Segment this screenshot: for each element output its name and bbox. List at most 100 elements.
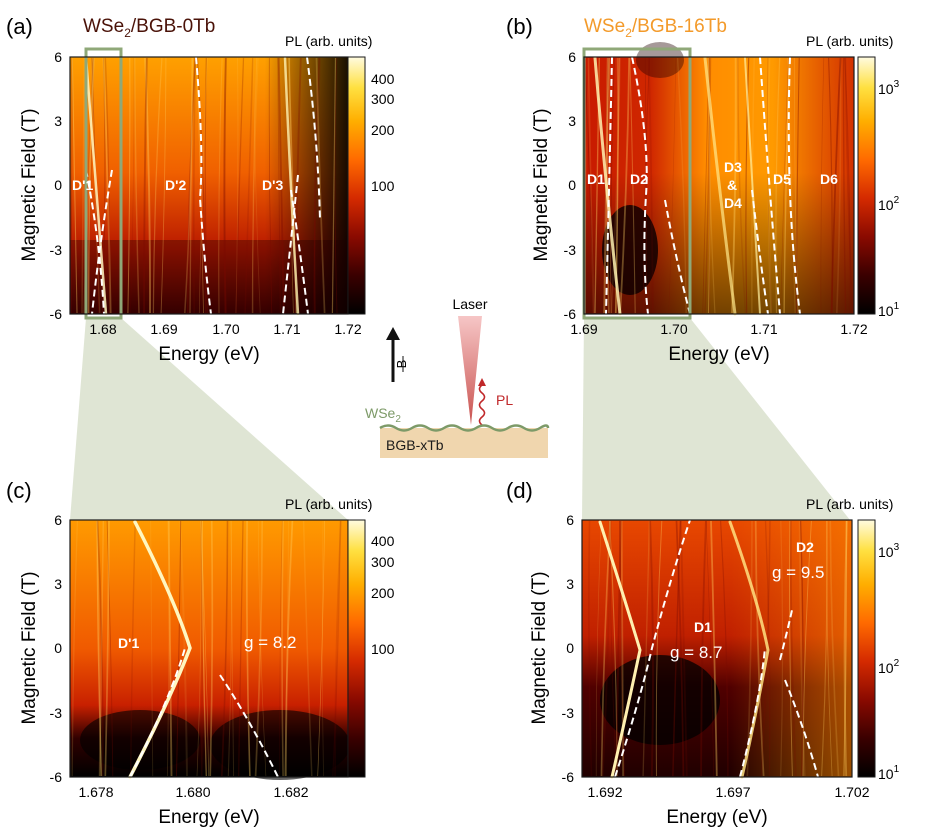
svg-text:1.680: 1.680 [175, 784, 210, 800]
fit-line-d-d1-down [739, 647, 766, 778]
heatmap-streak [334, 57, 338, 314]
svg-text:-3: -3 [564, 242, 577, 258]
heatmap-streak [70, 57, 73, 314]
heatmap-streak [209, 520, 214, 777]
heatmap-streak [279, 520, 283, 777]
panel-c-streaks [71, 520, 342, 777]
xlabel-d: Energy (eV) [666, 807, 767, 828]
heatmap-streak [731, 57, 739, 314]
panel-b-title: WSe2/BGB-16Tb [584, 16, 727, 40]
xticks-d: 1.692 1.697 1.702 [587, 784, 869, 800]
heatmap-streak [281, 520, 284, 777]
heatmap-streak [302, 520, 313, 777]
ann-b-d6: D6 [820, 171, 838, 187]
heatmap-streak [252, 57, 258, 314]
heatmap-streak [221, 520, 229, 777]
xlabel-b: Energy (eV) [668, 344, 769, 365]
heatmap-streak [230, 520, 234, 777]
svg-text:1.68: 1.68 [89, 321, 116, 337]
heatmap-streak [144, 57, 151, 314]
heatmap-streak [200, 520, 203, 777]
ann-a-d1: D'1 [72, 177, 93, 193]
heatmap-streak [619, 57, 630, 314]
wse2-layer [379, 424, 550, 432]
svg-text:-3: -3 [562, 705, 575, 721]
laser-label: Laser [452, 296, 487, 312]
panel-a-heatmap [70, 57, 348, 314]
heatmap-streak [133, 57, 140, 314]
svg-text:6: 6 [566, 512, 574, 528]
heatmap-streak [167, 520, 173, 777]
svg-text:-6: -6 [50, 306, 63, 322]
heatmap-streak [643, 57, 650, 314]
xticks-a: 1.68 1.69 1.70 1.71 1.72 [89, 321, 361, 337]
ann-b-amp: & [727, 177, 737, 193]
heatmap-streak [129, 57, 135, 314]
heatmap-streak [844, 57, 854, 314]
heatmap-streak [647, 57, 654, 314]
heatmap-streak [257, 520, 267, 777]
heatmap-streak [284, 520, 289, 777]
bright-lines [84, 56, 770, 779]
pl-wave-icon [478, 384, 486, 426]
heatmap-streak [268, 57, 273, 314]
heatmap-streak [334, 520, 342, 777]
fit-line-d-d1-up [614, 519, 691, 778]
pl-label: PL [496, 392, 513, 408]
colorbar-b [857, 56, 876, 315]
svg-text:0: 0 [54, 177, 62, 193]
heatmap-streak [767, 57, 773, 314]
svg-text:-3: -3 [50, 705, 63, 721]
heatmap-streak [843, 520, 848, 777]
heatmap-streak [102, 57, 112, 314]
heatmap-streak [705, 520, 715, 777]
heatmap-streak [143, 57, 148, 314]
svg-text:6: 6 [54, 49, 62, 65]
fit-line-b-d34 [751, 189, 769, 315]
panel-label-a: (a) [6, 14, 33, 39]
heatmap-streak [196, 57, 207, 314]
field-arrow-icon [386, 327, 400, 382]
zoom-shade-a [70, 318, 348, 520]
heatmap-streak [767, 57, 773, 314]
field-label: B [394, 360, 409, 369]
svg-text:1.69: 1.69 [570, 321, 597, 337]
colorbar-label-b: PL (arb. units) [806, 33, 893, 49]
xlabel-c: Energy (eV) [158, 807, 259, 828]
heatmap-streak [176, 520, 182, 777]
heatmap-streak [821, 520, 828, 777]
heatmap-streak [595, 520, 602, 777]
heatmap-streak [87, 57, 95, 314]
heatmap-streak [820, 57, 825, 314]
svg-text:1.72: 1.72 [334, 321, 361, 337]
fit-line-a-d3b [282, 174, 299, 315]
heatmap-streak [196, 57, 204, 314]
ylabel-d: Magnetic Field (T) [529, 571, 550, 724]
svg-text:200: 200 [371, 122, 395, 138]
heatmap-streak [96, 520, 103, 777]
fit-line-c-d1-up [129, 647, 186, 778]
xlabel-a: Energy (eV) [158, 344, 259, 365]
heatmap-streak [235, 57, 239, 314]
yticks-a: 6 3 0 -3 -6 [50, 49, 63, 322]
colorbar-label-a: PL (arb. units) [285, 33, 372, 49]
fit-line-a-d3c [306, 56, 321, 221]
heatmap-streak [246, 520, 251, 777]
fit-line-a-d1b [91, 169, 113, 315]
yticks-c: 6 3 0 -3 -6 [50, 512, 63, 785]
heatmap-streak [780, 57, 789, 314]
heatmap-streak [700, 520, 707, 777]
svg-text:3: 3 [568, 113, 576, 129]
heatmap-streak [96, 520, 104, 777]
heatmap-streak [198, 57, 208, 314]
svg-text:6: 6 [568, 49, 576, 65]
heatmap-streak [675, 520, 685, 777]
heatmap-streak [843, 520, 848, 777]
heatmap-streak [842, 57, 847, 314]
heatmap-streak [644, 57, 647, 314]
heatmap-streak [798, 520, 806, 777]
svg-text:1.70: 1.70 [660, 321, 687, 337]
heatmap-streak [253, 57, 261, 314]
heatmap-streak [331, 57, 337, 314]
heatmap-streak [187, 57, 196, 314]
